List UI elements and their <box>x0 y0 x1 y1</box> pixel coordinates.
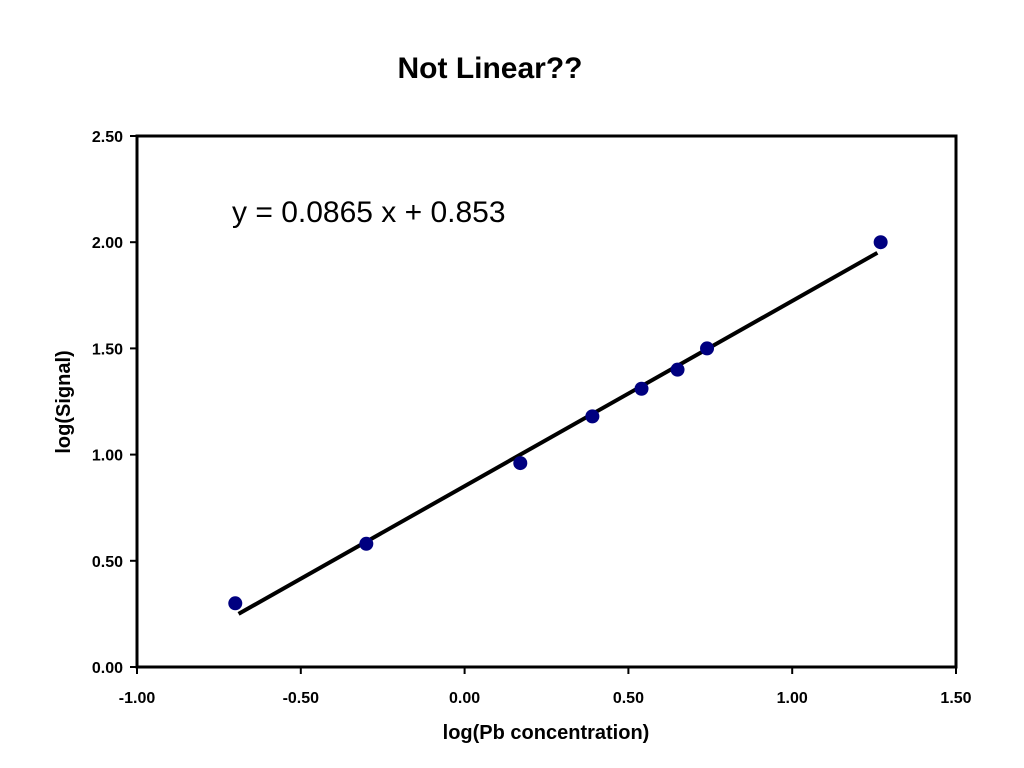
y-tick-label: 2.50 <box>92 129 123 146</box>
y-tick-label: 0.50 <box>92 554 123 571</box>
x-tick-label: 0.50 <box>613 690 644 707</box>
data-point <box>513 456 528 471</box>
y-tick-label: 1.00 <box>92 448 123 465</box>
data-point <box>873 235 888 250</box>
data-point <box>634 381 649 396</box>
x-tick-label: -1.00 <box>119 690 156 707</box>
trendline-group <box>237 251 879 616</box>
chart-title: Not Linear?? <box>398 52 583 85</box>
regression-equation: y = 0.0865 x + 0.853 <box>232 196 506 229</box>
x-tick-label: 1.00 <box>777 690 808 707</box>
data-points <box>228 235 888 611</box>
x-tick-label: 1.50 <box>940 690 971 707</box>
plot-area-frame <box>135 134 958 669</box>
data-point <box>585 409 600 424</box>
y-tick-label: 1.50 <box>92 341 123 358</box>
data-point <box>700 341 715 356</box>
y-axis-ticks: 0.00 0.50 1.00 1.50 2.00 2.50 <box>92 129 137 677</box>
x-axis-ticks: -1.00 -0.50 0.00 0.50 1.00 1.50 <box>119 667 972 707</box>
data-point <box>228 596 243 611</box>
y-tick-label: 2.00 <box>92 235 123 252</box>
x-tick-label: 0.00 <box>449 690 480 707</box>
trendline <box>237 251 879 616</box>
data-point <box>670 362 685 377</box>
y-tick-label: 0.00 <box>92 660 123 677</box>
x-tick-label: -0.50 <box>283 690 320 707</box>
y-axis-title: log(Signal) <box>53 350 75 453</box>
data-point <box>359 536 374 551</box>
x-axis-title: log(Pb concentration) <box>443 722 650 744</box>
